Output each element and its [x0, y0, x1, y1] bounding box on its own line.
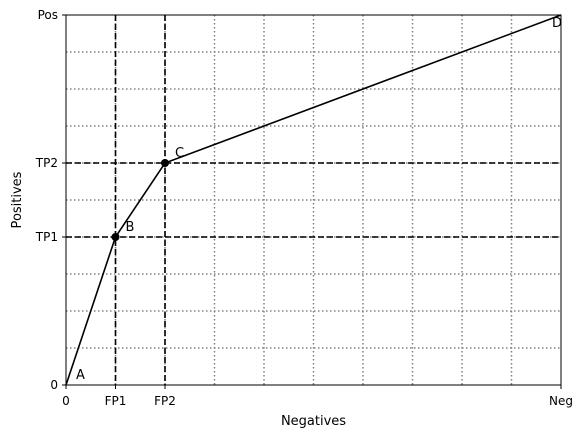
x-axis-ticks: 0 FP1 FP2 Neg: [62, 385, 573, 408]
x-tick-label: 0: [62, 394, 70, 408]
y-tick-label: Pos: [38, 8, 58, 22]
series-layer: A B C D: [65, 14, 562, 386]
y-tick-label: 0: [50, 378, 58, 392]
point-label-a: A: [76, 368, 85, 383]
x-tick-label: Neg: [549, 394, 573, 408]
y-tick-label: TP1: [35, 230, 58, 244]
y-tick-label: TP2: [35, 156, 58, 170]
plot-area: A B C D: [65, 14, 562, 386]
reference-lines: [66, 15, 561, 385]
y-axis-label: Positives: [10, 171, 25, 228]
point-label-b: B: [126, 220, 135, 235]
x-tick-label: FP1: [105, 394, 127, 408]
series-line: [65, 14, 562, 386]
x-axis-label: Negatives: [281, 414, 346, 429]
data-point-c: [161, 159, 169, 167]
point-label-c: C: [175, 146, 184, 161]
point-label-d: D: [552, 16, 562, 31]
x-tick-label: FP2: [154, 394, 176, 408]
plot-frame: [65, 14, 562, 386]
y-axis-ticks: 0 TP1 TP2 Pos: [35, 8, 66, 392]
data-point-b: [111, 233, 120, 241]
